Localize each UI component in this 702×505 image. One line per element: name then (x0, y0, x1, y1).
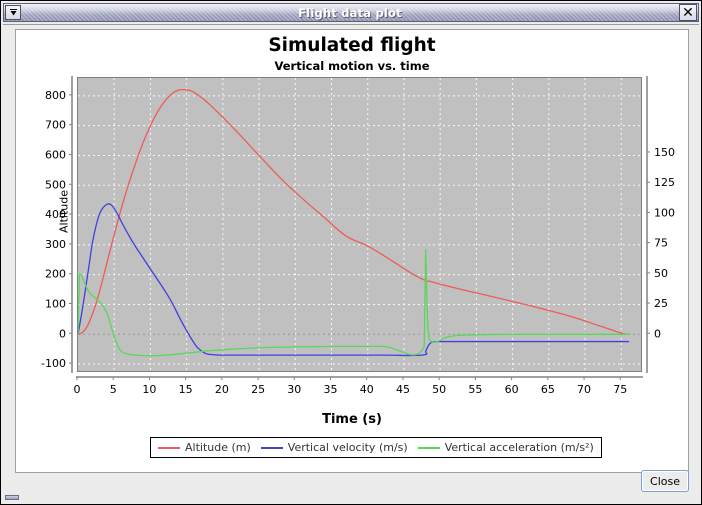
legend-item: Vertical acceleration (m/s²) (417, 441, 594, 454)
legend-swatch (260, 446, 283, 449)
svg-text:70: 70 (577, 383, 591, 396)
svg-text:700: 700 (45, 119, 66, 132)
svg-text:10: 10 (142, 383, 156, 396)
chart-legend: Altitude (m) Vertical velocity (m/s) Verti… (150, 437, 602, 458)
svg-text:50: 50 (654, 267, 668, 280)
legend-swatch (158, 446, 180, 449)
svg-text:0: 0 (654, 327, 661, 340)
resize-grip[interactable] (5, 495, 19, 500)
dialog-content: Simulated flight Vertical motion vs. tim… (3, 24, 699, 502)
svg-text:25: 25 (251, 383, 265, 396)
svg-text:20: 20 (215, 383, 229, 396)
legend-label: Altitude (m) (185, 441, 251, 454)
svg-text:75: 75 (654, 237, 668, 250)
window-titlebar[interactable]: Flight data plot ✕ (3, 3, 699, 22)
legend-item: Vertical velocity (m/s) (260, 441, 408, 454)
window-menu-button[interactable] (5, 5, 21, 20)
svg-text:45: 45 (396, 383, 410, 396)
svg-text:500: 500 (45, 178, 66, 191)
legend-label: Vertical velocity (m/s) (287, 441, 408, 454)
svg-text:0: 0 (59, 327, 66, 340)
menu-triangle-icon (9, 8, 18, 17)
svg-text:75: 75 (613, 383, 627, 396)
svg-text:55: 55 (468, 383, 482, 396)
svg-text:600: 600 (45, 148, 66, 161)
svg-text:125: 125 (654, 176, 675, 189)
svg-text:60: 60 (505, 383, 519, 396)
svg-text:40: 40 (360, 383, 374, 396)
plot-curves (78, 78, 641, 371)
x-axis-label: Time (s) (322, 412, 382, 427)
svg-text:0: 0 (74, 383, 81, 396)
svg-text:400: 400 (45, 208, 66, 221)
svg-text:50: 50 (432, 383, 446, 396)
svg-text:100: 100 (45, 297, 66, 310)
svg-text:-100: -100 (41, 357, 66, 370)
legend-item: Altitude (m) (158, 441, 251, 454)
chart-axes: -100010020030040050060070080002550751001… (41, 76, 675, 396)
svg-text:30: 30 (287, 383, 301, 396)
svg-text:65: 65 (541, 383, 555, 396)
svg-text:35: 35 (324, 383, 338, 396)
svg-text:5: 5 (110, 383, 117, 396)
svg-text:300: 300 (45, 238, 66, 251)
svg-text:150: 150 (654, 146, 675, 159)
legend-label: Vertical acceleration (m/s²) (444, 441, 594, 454)
plot-area (77, 77, 642, 372)
close-button[interactable]: Close (641, 470, 689, 492)
window-title: Flight data plot (298, 5, 402, 20)
chart-title: Simulated flight (268, 35, 436, 56)
svg-text:800: 800 (45, 89, 66, 102)
svg-text:15: 15 (179, 383, 193, 396)
legend-swatch (417, 446, 440, 449)
svg-text:100: 100 (654, 206, 675, 219)
chart-subtitle: Vertical motion vs. time (274, 59, 430, 73)
chart-panel: Simulated flight Vertical motion vs. tim… (15, 29, 689, 473)
svg-text:200: 200 (45, 268, 66, 281)
svg-text:25: 25 (654, 297, 668, 310)
window-close-icon[interactable]: ✕ (679, 4, 697, 21)
